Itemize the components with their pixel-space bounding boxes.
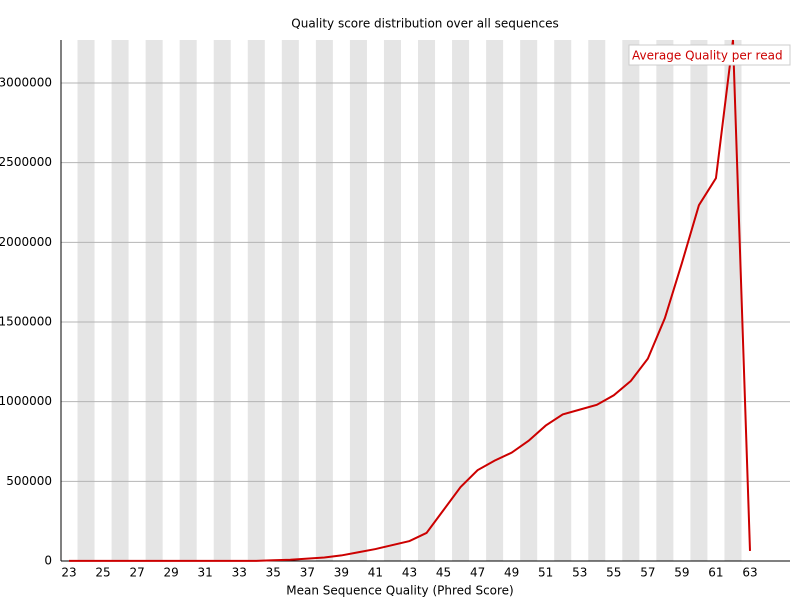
- stripe: [656, 40, 674, 561]
- stripe: [486, 40, 504, 561]
- x-tick-label: 39: [334, 566, 349, 580]
- x-tick-label: 23: [61, 566, 76, 580]
- stripe: [349, 40, 367, 561]
- data-line: [69, 39, 751, 562]
- x-tick-label: 51: [538, 566, 553, 580]
- y-tick-label: 3000000: [0, 76, 52, 90]
- x-tick-label: 31: [198, 566, 213, 580]
- stripe: [213, 40, 231, 561]
- stripe: [383, 40, 401, 561]
- y-tick-label: 1000000: [0, 394, 52, 408]
- legend-label: Average Quality per read: [632, 49, 783, 63]
- x-axis-label: Mean Sequence Quality (Phred Score): [286, 584, 514, 598]
- stripe: [111, 40, 129, 561]
- x-tick-label: 59: [674, 566, 689, 580]
- y-tick-label: 0: [44, 554, 52, 568]
- x-tick-label: 27: [129, 566, 144, 580]
- y-tick-label: 2500000: [0, 155, 52, 169]
- x-tick-label: 61: [708, 566, 723, 580]
- x-tick-label: 35: [266, 566, 281, 580]
- x-tick-label: 45: [436, 566, 451, 580]
- x-tick-label: 43: [402, 566, 417, 580]
- stripe: [724, 40, 742, 561]
- x-tick-label: 63: [742, 566, 757, 580]
- x-tick-label: 33: [232, 566, 247, 580]
- y-tick-label: 500000: [6, 474, 52, 488]
- x-tick-label: 25: [95, 566, 110, 580]
- stripe: [588, 40, 606, 561]
- legend: Average Quality per read: [628, 44, 791, 66]
- x-tick-label: 49: [504, 566, 519, 580]
- stripe: [281, 40, 299, 561]
- legend-box: [628, 44, 791, 66]
- stripe: [145, 40, 163, 561]
- y-tick-label: 1500000: [0, 315, 52, 329]
- stripe: [452, 40, 470, 561]
- stripe: [315, 40, 333, 561]
- stripe: [554, 40, 572, 561]
- chart-title: Quality score distribution over all sequ…: [291, 17, 558, 31]
- x-tick-label: 37: [300, 566, 315, 580]
- stripe: [520, 40, 538, 561]
- x-tick-label: 57: [640, 566, 655, 580]
- x-tick-label: 29: [164, 566, 179, 580]
- x-tick-label: 53: [572, 566, 587, 580]
- stripe: [690, 40, 708, 561]
- stripe: [179, 40, 197, 561]
- y-tick-label: 2000000: [0, 235, 52, 249]
- x-tick-label: 47: [470, 566, 485, 580]
- x-tick-label: 55: [606, 566, 621, 580]
- stripe: [622, 40, 640, 561]
- x-tick-label: 41: [368, 566, 383, 580]
- stripe: [77, 40, 95, 561]
- stripe: [418, 40, 436, 561]
- stripe: [247, 40, 265, 561]
